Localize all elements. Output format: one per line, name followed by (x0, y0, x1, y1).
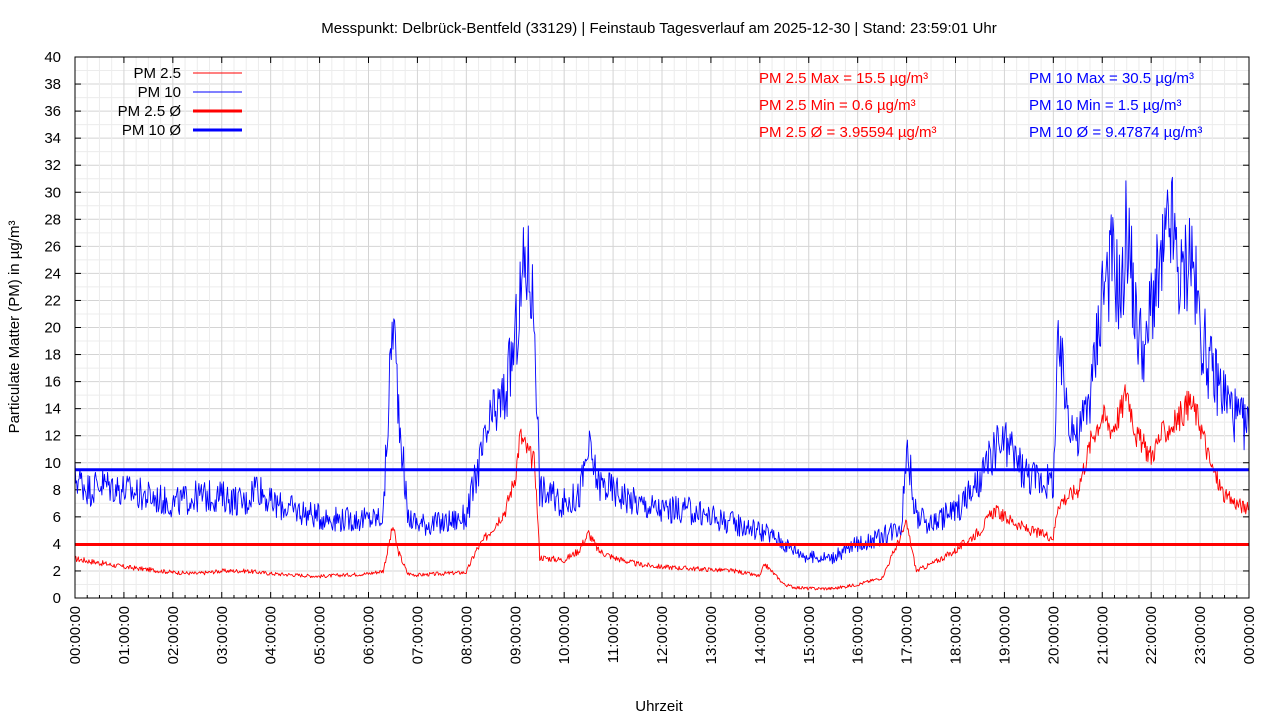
x-tick-label: 19:00:00 (996, 606, 1013, 664)
x-tick-label: 21:00:00 (1094, 606, 1111, 664)
grid (74, 56, 1250, 599)
y-tick-label: 10 (44, 455, 61, 472)
x-tick-label: 02:00:00 (165, 606, 182, 664)
x-tick-label: 16:00:00 (850, 606, 867, 664)
x-tick-label: 17:00:00 (899, 606, 916, 664)
pm25-stat-label: PM 2.5 Min = 0.6 µg/m³ (759, 97, 916, 114)
x-tick-label: 07:00:00 (409, 606, 426, 664)
x-tick-label: 09:00:00 (507, 606, 524, 664)
y-tick-label: 28 (44, 211, 61, 228)
series-line-pm-10 (74, 176, 1250, 565)
y-tick-label: 12 (44, 428, 61, 445)
x-tick-label: 03:00:00 (214, 606, 231, 664)
y-tick-label: 36 (44, 103, 61, 120)
y-tick-label: 2 (53, 563, 61, 580)
legend-label: PM 10 (138, 84, 181, 101)
pm10-stat-label: PM 10 Ø = 9.47874 µg/m³ (1029, 124, 1202, 141)
x-tick-label: 04:00:00 (263, 606, 280, 664)
x-axis-label: Uhrzeit (635, 698, 683, 715)
y-tick-label: 8 (53, 482, 61, 499)
y-tick-label: 18 (44, 347, 61, 364)
x-tick-label: 11:00:00 (605, 606, 622, 663)
x-tick-label: 00:00:00 (67, 606, 84, 664)
y-tick-label: 26 (44, 238, 61, 255)
pm10-stat-label: PM 10 Min = 1.5 µg/m³ (1029, 97, 1181, 114)
x-tick-label: 23:00:00 (1192, 606, 1209, 664)
chart-title: Messpunkt: Delbrück-Bentfeld (33129) | F… (321, 20, 996, 37)
y-tick-label: 22 (44, 292, 61, 309)
y-tick-label: 34 (44, 130, 61, 147)
x-tick-label: 15:00:00 (801, 606, 818, 664)
y-tick-label: 4 (53, 536, 61, 553)
y-tick-label: 16 (44, 374, 61, 391)
x-tick-label: 00:00:00 (1241, 606, 1258, 664)
axes: 024681012141618202224262830323436384000:… (44, 49, 1258, 664)
y-tick-label: 38 (44, 76, 61, 93)
pm10-stat-label: PM 10 Max = 30.5 µg/m³ (1029, 70, 1194, 87)
plot-frame (74, 56, 1250, 599)
legend-label: PM 2.5 (133, 65, 181, 82)
y-tick-label: 0 (53, 590, 61, 607)
y-tick-label: 32 (44, 157, 61, 174)
x-tick-label: 13:00:00 (703, 606, 720, 664)
x-tick-label: 05:00:00 (312, 606, 329, 664)
y-tick-label: 20 (44, 320, 61, 337)
y-tick-label: 30 (44, 184, 61, 201)
legend-label: PM 10 Ø (122, 122, 182, 139)
x-tick-label: 14:00:00 (752, 606, 769, 664)
x-tick-label: 08:00:00 (458, 606, 475, 664)
x-tick-label: 18:00:00 (948, 606, 965, 664)
x-tick-label: 06:00:00 (361, 606, 378, 664)
legend-label: PM 2.5 Ø (118, 103, 182, 120)
stats-annotations: PM 2.5 Max = 15.5 µg/m³ PM 2.5 Min = 0.6 … (759, 70, 1202, 141)
series-line-pm-2-5 (75, 384, 1250, 591)
x-tick-label: 01:00:00 (116, 606, 133, 664)
series-group (74, 176, 1250, 591)
x-tick-label: 10:00:00 (556, 606, 573, 664)
pm25-stat-label: PM 2.5 Max = 15.5 µg/m³ (759, 70, 928, 87)
y-tick-label: 6 (53, 509, 61, 526)
x-tick-label: 12:00:00 (654, 606, 671, 664)
y-tick-label: 14 (44, 401, 61, 418)
x-tick-label: 20:00:00 (1045, 606, 1062, 664)
legend: PM 2.5 PM 10 PM 2.5 Ø PM 10 Ø (118, 65, 242, 139)
y-axis-label: Particulate Matter (PM) in µg/m³ (6, 221, 23, 434)
y-tick-label: 40 (44, 49, 61, 66)
y-tick-label: 24 (44, 265, 61, 282)
x-tick-label: 22:00:00 (1143, 606, 1160, 664)
pm25-stat-label: PM 2.5 Ø = 3.95594 µg/m³ (759, 124, 936, 141)
